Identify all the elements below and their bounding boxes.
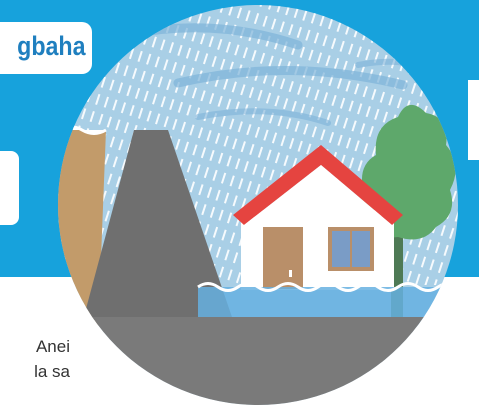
ground: [58, 317, 458, 405]
roof: [233, 145, 403, 225]
banner-title-box: gbaha: [0, 22, 92, 74]
door: [263, 227, 303, 289]
dam-icon: [83, 130, 233, 320]
right-panel-box: [468, 80, 479, 160]
house-icon: [233, 145, 403, 290]
left-panel-box: [0, 151, 19, 225]
body-text: Anei la sa: [0, 334, 70, 394]
body-text-line-1: Anei: [35, 337, 70, 356]
body-text-line-2: la sa: [34, 362, 70, 381]
flood-illustration: [58, 5, 458, 405]
banner-title: gbaha: [17, 31, 86, 61]
